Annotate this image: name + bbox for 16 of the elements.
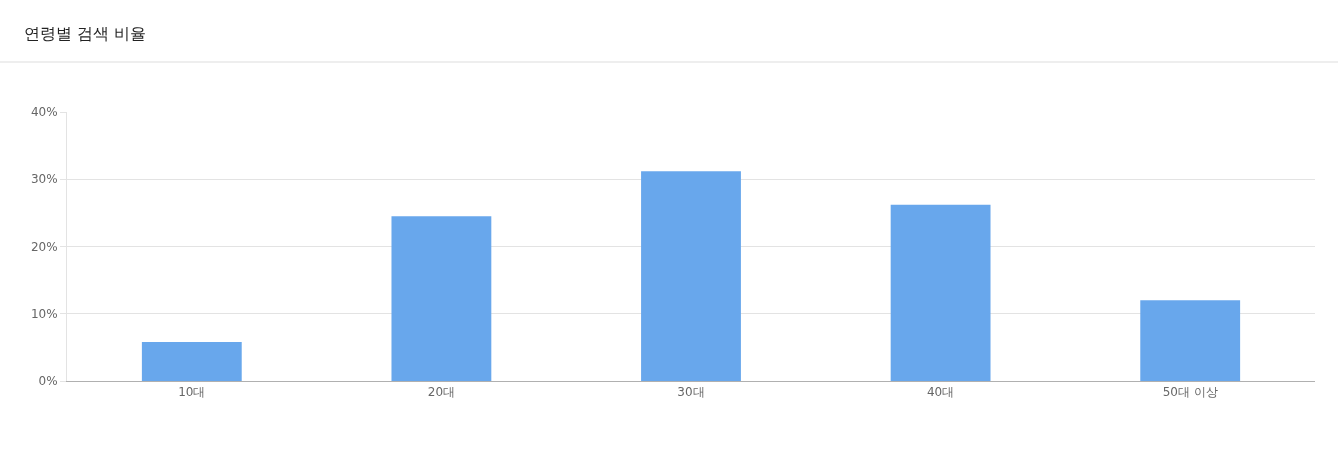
- x-tick-label: 10대: [178, 385, 206, 400]
- bar: [1140, 300, 1241, 381]
- y-tick-label: 30%: [30, 172, 58, 187]
- y-tick-label: 40%: [30, 105, 58, 120]
- y-tick-label: 20%: [30, 239, 58, 254]
- bar: [641, 171, 741, 381]
- y-tick-label: 0%: [38, 374, 58, 389]
- bar: [141, 342, 242, 381]
- x-tick-label: 20대: [427, 385, 456, 400]
- y-tick-label: 10%: [30, 306, 58, 321]
- x-tick-label: 50대 이상: [1162, 385, 1218, 400]
- chart-title: 연령별 검색 비율: [24, 23, 147, 43]
- x-tick-label: 30대: [677, 385, 705, 400]
- bar: [391, 216, 492, 381]
- x-tick-label: 40대: [926, 385, 955, 400]
- bar: [890, 204, 991, 381]
